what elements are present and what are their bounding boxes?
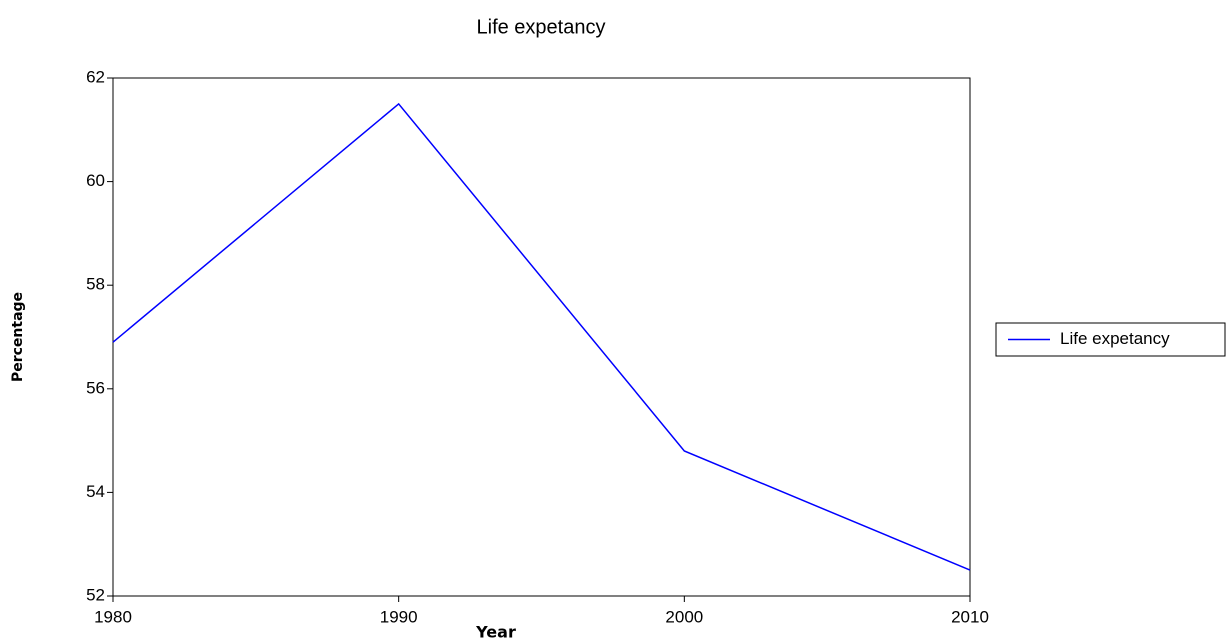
- plot-frame: [112, 77, 971, 597]
- x-tick-label: 2000: [665, 607, 703, 626]
- x-tick-label: 1990: [380, 607, 418, 626]
- y-tick-label: 58: [86, 275, 105, 294]
- y-tick-label: 54: [86, 482, 105, 501]
- y-tick-label: 60: [86, 171, 105, 190]
- x-tick-label: 2010: [951, 607, 989, 626]
- data-line: [112, 102, 971, 571]
- x-tick-label: 1980: [94, 607, 132, 626]
- y-axis-label: Percentage: [10, 292, 26, 382]
- y-tick-label: 56: [86, 378, 105, 397]
- chart-title: Life expetancy: [477, 16, 606, 38]
- legend-label: Life expetancy: [1060, 329, 1170, 348]
- y-tick-label: 62: [86, 67, 105, 86]
- x-axis-label: Year: [475, 623, 516, 642]
- legend-box: [995, 322, 1226, 357]
- y-tick-label: 52: [86, 585, 105, 604]
